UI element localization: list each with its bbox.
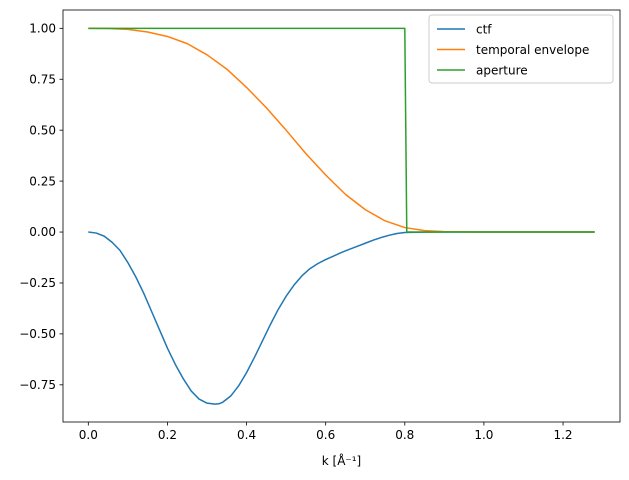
x-axis-label: k [Å⁻¹] xyxy=(322,453,361,468)
x-tick-label: 0.8 xyxy=(395,428,414,442)
legend-entry-label: aperture xyxy=(476,63,528,77)
legend-entry-label: ctf xyxy=(476,22,492,36)
y-tick-label: 0.00 xyxy=(29,225,56,239)
y-tick-label: 0.25 xyxy=(29,174,56,188)
series-line-aperture xyxy=(88,27,595,233)
x-tick-label: 0.4 xyxy=(237,428,256,442)
legend-entry-label: temporal envelope xyxy=(476,43,589,57)
x-tick-label: 0.6 xyxy=(316,428,335,442)
legend: ctf temporal envelope aperture xyxy=(428,14,614,84)
y-axis-ticks: 1.00 0.75 0.50 0.25 0.00 −0.25 −0.50 −0.75 xyxy=(19,22,63,392)
legend-box xyxy=(428,14,614,84)
y-tick-label: −0.25 xyxy=(19,276,56,290)
x-tick-label: 0.2 xyxy=(158,428,177,442)
x-tick-label: 1.0 xyxy=(474,428,493,442)
x-axis-ticks: 0.0 0.2 0.4 0.6 0.8 1.0 1.2 xyxy=(79,422,573,442)
y-tick-label: −0.75 xyxy=(19,378,56,392)
axes-frame xyxy=(62,9,621,423)
x-tick-label: 0.0 xyxy=(79,428,98,442)
series-line-ctf xyxy=(88,231,595,405)
x-tick-label: 1.2 xyxy=(553,428,572,442)
y-tick-label: 0.50 xyxy=(29,123,56,137)
plot-area xyxy=(88,27,595,405)
y-tick-label: 1.00 xyxy=(29,22,56,36)
axes-border xyxy=(62,9,621,423)
y-tick-label: 0.75 xyxy=(29,72,56,86)
y-tick-label: −0.50 xyxy=(19,327,56,341)
